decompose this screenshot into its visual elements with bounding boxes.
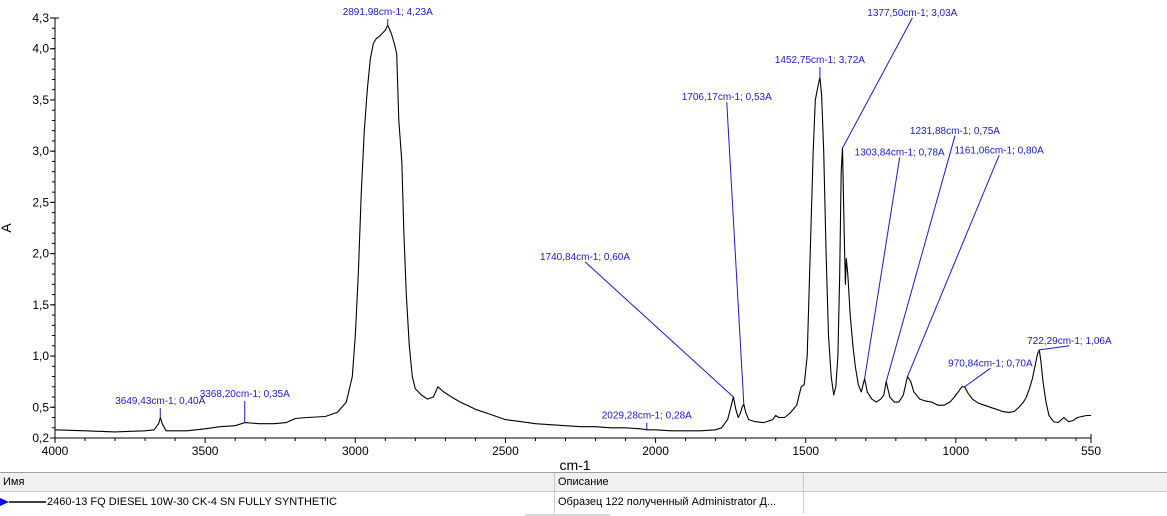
y-tick-label: 3,5 [32,93,49,107]
x-tick-label: 2500 [492,444,519,458]
row-pointer-icon [0,498,9,506]
peak-annotation-label: 970,84cm-1; 0,70A [948,358,1033,369]
x-tick-label: 3000 [342,444,369,458]
annotation-leader-line [885,135,956,382]
legend-header: Имя Описание [0,473,1167,492]
peak-annotation-label: 2891,98cm-1; 4,23A [343,7,433,18]
y-tick-label: 4,3 [32,11,49,25]
series-description: Образец 122 полученный Administrator Д..… [558,496,777,508]
spectrum-series-line [54,24,1091,433]
peak-annotation-label: 1231,88cm-1; 0,75A [910,126,1000,137]
x-tick-label: 3500 [192,444,219,458]
peak-annotation-label: 1740,84cm-1; 0,60A [540,252,630,263]
annotation-leader-line [1039,345,1070,351]
annotation-leader-line [964,367,991,388]
peak-annotation-label: 1161,06cm-1; 0,80A [954,145,1044,156]
x-tick-label: 4000 [42,444,69,458]
x-tick-label: 1000 [943,444,970,458]
peak-annotation-label: 1303,84cm-1; 0,78A [855,147,945,158]
y-tick-label: 3,0 [32,144,49,158]
column-divider[interactable] [803,473,804,513]
y-tick-label: 1,0 [32,349,49,363]
peak-annotation-label: 3368,20cm-1; 0,35A [200,389,290,400]
x-axis-label: cm-1 [559,457,590,472]
x-tick-label: 1500 [792,444,819,458]
y-tick-label: 2,5 [32,195,49,209]
peak-annotation-label: 1377,50cm-1; 3,03A [867,8,957,19]
peak-annotation-label: 3649,43cm-1; 0,40A [115,396,205,407]
y-tick-label: 0,5 [32,400,49,414]
annotation-leader-line [842,17,913,149]
y-tick-label: 0,2 [32,431,49,445]
x-tick-label: 2000 [642,444,669,458]
column-divider[interactable] [554,473,555,513]
column-header-name[interactable]: Имя [3,476,25,488]
peak-annotation-label: 722,29cm-1; 1,06A [1027,336,1112,347]
x-tick-label: 550 [1081,444,1101,458]
legend-table: Имя Описание 2460-13 FQ DIESEL 10W-30 CK… [0,472,1167,516]
y-tick-label: 2,0 [32,247,49,261]
series-name: 2460-13 FQ DIESEL 10W-30 CK-4 SN FULLY S… [47,496,337,508]
peak-annotation-label: 1452,75cm-1; 3,72A [775,55,865,66]
spectrum-chart: 4000 3500 3000 2500 2000 1500 1000 550 0,2 0,5 1,0… [0,7,1112,473]
y-tick-label: 4,0 [32,42,49,56]
legend-row[interactable]: 2460-13 FQ DIESEL 10W-30 CK-4 SN FULLY S… [0,492,1167,512]
series-line-marker-icon [0,498,46,506]
annotation-leader-line [907,155,1000,377]
y-axis-label: A [0,223,14,233]
y-tick-label: 1,5 [32,298,49,312]
peak-annotation-label: 1706,17cm-1; 0,53A [682,92,772,103]
column-header-extra[interactable] [804,473,1167,491]
spectrum-plot-area: 4000 3500 3000 2500 2000 1500 1000 550 0,2 0,5 1,0… [0,6,1112,473]
annotation-leader-line [726,101,745,405]
annotation-leader-line [864,157,901,379]
annotation-leader-line [584,261,734,398]
peak-annotation-label: 2029,28cm-1; 0,28A [602,411,692,422]
column-header-description[interactable]: Описание [558,476,609,488]
